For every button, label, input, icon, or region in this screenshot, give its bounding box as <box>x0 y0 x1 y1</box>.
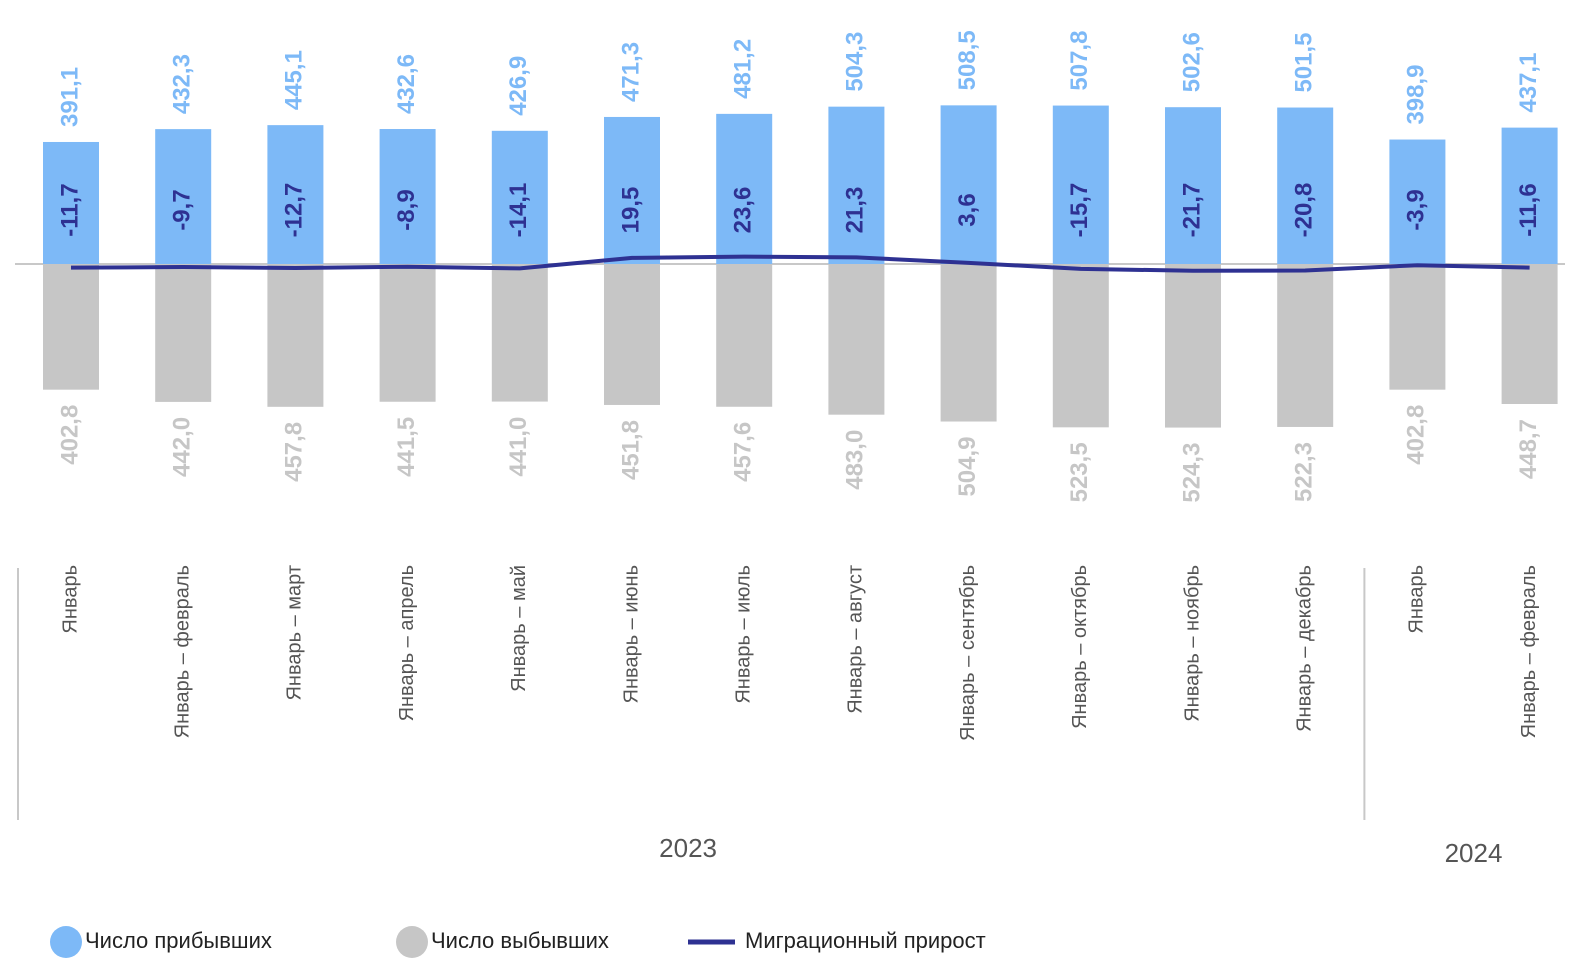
bar <box>1389 139 1446 264</box>
data-label: 442,0 <box>169 417 196 477</box>
bar <box>1501 264 1558 404</box>
bar <box>491 264 548 402</box>
legend-label: Число прибывших <box>85 928 272 953</box>
data-label: -3,9 <box>1403 189 1430 230</box>
x-tick-label: Январь – июль <box>732 565 754 704</box>
data-label: 402,8 <box>1403 405 1430 465</box>
bar <box>1052 264 1109 428</box>
bar <box>604 264 660 405</box>
data-label: 426,9 <box>505 56 532 116</box>
x-tick-label: Январь – июнь <box>620 565 642 703</box>
x-tick-label: Январь – декабрь <box>1293 565 1315 732</box>
data-label: 21,3 <box>842 187 869 234</box>
bar <box>379 264 436 402</box>
data-label: -21,7 <box>1178 183 1205 238</box>
data-label: 523,5 <box>1066 442 1093 502</box>
data-label: 508,5 <box>954 30 981 90</box>
legend-label: Миграционный прирост <box>745 928 986 953</box>
bar <box>1165 264 1221 428</box>
x-tick-label: Январь – сентябрь <box>957 565 979 741</box>
bar <box>716 264 773 407</box>
bar <box>940 105 997 265</box>
bar <box>379 129 436 264</box>
data-label: 445,1 <box>281 50 308 110</box>
x-tick-label: Январь – март <box>284 565 306 701</box>
bar <box>43 141 99 264</box>
bar <box>716 113 773 264</box>
data-label: 451,8 <box>617 420 644 480</box>
bar <box>1501 127 1558 264</box>
legend-marker <box>396 926 428 958</box>
x-tick-label: Январь – октябрь <box>1069 565 1091 729</box>
x-tick-label: Январь <box>1406 565 1428 634</box>
data-label: 398,9 <box>1403 64 1430 124</box>
group-label: 2023 <box>659 833 717 863</box>
data-label: -11,6 <box>1515 183 1542 236</box>
bar <box>1277 107 1334 264</box>
bar <box>267 125 324 264</box>
legend-label: Число выбывших <box>431 928 609 953</box>
bar <box>155 264 212 402</box>
data-label: -20,8 <box>1291 183 1318 238</box>
bar <box>604 116 660 264</box>
data-label: -14,1 <box>505 183 532 238</box>
data-label: 483,0 <box>842 430 869 490</box>
data-label: 504,3 <box>842 32 869 92</box>
data-label: 432,3 <box>169 54 196 114</box>
data-label: 457,8 <box>281 422 308 482</box>
data-label: 481,2 <box>730 39 757 99</box>
bar <box>828 264 885 415</box>
data-label: -12,7 <box>281 183 308 238</box>
bar <box>267 264 324 407</box>
data-label: 524,3 <box>1178 443 1205 503</box>
data-label: 23,6 <box>730 187 757 234</box>
group-label: 2024 <box>1445 838 1503 868</box>
data-label: 441,5 <box>393 417 420 477</box>
data-label: 501,5 <box>1291 32 1318 92</box>
bar <box>43 264 99 390</box>
bar <box>940 264 997 422</box>
data-label: 3,6 <box>954 193 981 226</box>
data-label: -11,7 <box>56 183 83 236</box>
x-tick-label: Январь – август <box>845 565 867 714</box>
x-tick-label: Январь – апрель <box>396 565 418 721</box>
x-tick-label: Январь – май <box>508 565 530 692</box>
data-label: 522,3 <box>1291 442 1318 502</box>
bar <box>828 106 885 264</box>
data-label: 502,6 <box>1178 32 1205 92</box>
data-label: 471,3 <box>617 42 644 102</box>
data-label: -9,7 <box>169 189 196 230</box>
bar <box>1389 264 1446 390</box>
data-label: 504,9 <box>954 437 981 497</box>
x-tick-label: Январь <box>59 565 81 634</box>
bar <box>491 130 548 264</box>
legend-marker <box>50 926 82 958</box>
data-label: 448,7 <box>1515 419 1542 479</box>
x-tick-label: Январь – февраль <box>1518 565 1540 738</box>
data-label: 19,5 <box>617 187 644 234</box>
data-label: -8,9 <box>393 189 420 230</box>
bar <box>155 129 212 264</box>
data-label: -15,7 <box>1066 183 1093 238</box>
data-label: 391,1 <box>56 67 83 127</box>
bar <box>1052 105 1109 264</box>
data-label: 437,1 <box>1515 53 1542 113</box>
data-label: 432,6 <box>393 54 420 114</box>
data-label: 441,0 <box>505 417 532 477</box>
bar <box>1277 264 1334 427</box>
line <box>70 254 1530 273</box>
data-label: 507,8 <box>1066 31 1093 91</box>
bar <box>1165 107 1221 264</box>
x-tick-label: Январь – февраль <box>171 565 193 738</box>
x-tick-label: Январь – ноябрь <box>1181 565 1203 722</box>
data-label: 457,6 <box>730 422 757 482</box>
data-label: 402,8 <box>56 405 83 465</box>
